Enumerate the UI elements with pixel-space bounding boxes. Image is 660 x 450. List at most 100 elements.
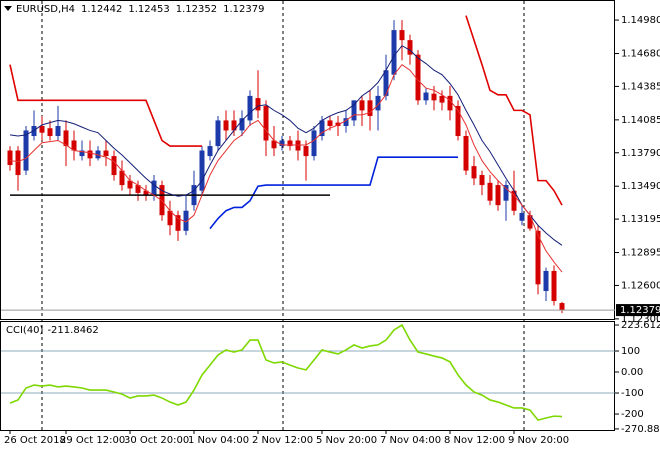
indicator-line (9, 15, 563, 206)
y-tick-label: 1.14085 (621, 115, 660, 126)
candle-body (279, 140, 285, 147)
candle-body (79, 150, 85, 157)
indicator-line (209, 156, 458, 230)
candle-body (143, 190, 149, 196)
x-tick-label: 8 Nov 12:00 (444, 435, 505, 446)
low-value: 1.12352 (176, 4, 217, 15)
candle-body (175, 215, 181, 231)
x-tick-label: 26 Oct 2018 (4, 435, 66, 446)
candle-body (239, 118, 245, 131)
main-panel-frame (0, 0, 615, 320)
candle-body (367, 100, 373, 116)
candle-body (111, 156, 117, 176)
y-tick-label: 1.13195 (621, 214, 660, 225)
candle-body (359, 100, 365, 111)
candle-body (127, 180, 133, 189)
candle-body (479, 175, 485, 186)
candle-body (487, 182, 493, 201)
x-tick-label: 5 Nov 20:00 (316, 435, 377, 446)
cci-line (9, 323, 563, 422)
candle-body (207, 146, 213, 157)
chart-header: EURUSD,H4 1.12442 1.12453 1.12352 1.12379 (16, 4, 264, 15)
candle-body (119, 170, 125, 186)
candle-body (463, 136, 469, 171)
candle-body (199, 150, 205, 191)
y-tick-label: 1.12300 (621, 314, 660, 325)
close-value: 1.12379 (223, 4, 264, 15)
candle-body (527, 215, 533, 229)
y-tick-label: 1.12895 (621, 248, 660, 259)
x-tick-label: 7 Nov 04:00 (380, 435, 441, 446)
candle-body (87, 150, 93, 159)
candle-body (135, 185, 141, 193)
candle-body (327, 120, 333, 126)
candles (7, 20, 565, 314)
cci-header: CCI(40) -211.8462 (6, 325, 99, 336)
y-tick-label: -100 (621, 388, 644, 399)
y-tick-label: 0.00 (621, 367, 643, 378)
candle-body (295, 140, 301, 151)
y-tick-label: 1.13790 (621, 148, 660, 159)
candle-body (231, 120, 237, 131)
candle-body (95, 150, 101, 159)
current-price-box (616, 304, 660, 317)
y-tick-label: -200 (621, 409, 644, 420)
candle-body (439, 95, 445, 103)
symbol: EURUSD,H4 (16, 4, 75, 15)
y-tick-label: 1.13490 (621, 181, 660, 192)
candle-body (551, 270, 557, 302)
cci-title: CCI(40) (6, 325, 44, 336)
high-value: 1.12453 (128, 4, 169, 15)
current-price-label: 1.12379 (620, 305, 660, 316)
candle-body (455, 105, 461, 137)
candle-body (495, 185, 501, 206)
x-tick-label: 30 Oct 20:00 (124, 435, 189, 446)
candle-body (55, 125, 61, 137)
open-value: 1.12442 (81, 4, 122, 15)
cci-panel-frame (0, 321, 615, 431)
candle-body (271, 140, 277, 149)
candle-body (167, 210, 173, 226)
candle-body (407, 40, 413, 55)
y-tick-label: 223.6122 (621, 320, 660, 331)
y-tick-label: 1.14680 (621, 49, 660, 60)
x-tick-label: 9 Nov 20:00 (508, 435, 569, 446)
candle-body (471, 166, 477, 179)
candle-body (351, 100, 357, 121)
candle-body (319, 120, 325, 137)
candle-body (399, 30, 405, 41)
candle-body (7, 150, 13, 166)
candle-body (375, 95, 381, 111)
candle-body (183, 210, 189, 231)
candle-body (287, 140, 293, 147)
candle-body (543, 270, 549, 292)
x-tick-label: 29 Oct 12:00 (60, 435, 125, 446)
candle-body (503, 185, 509, 201)
candle-body (23, 130, 29, 171)
candle-body (47, 128, 53, 137)
candle-body (39, 125, 45, 133)
y-tick-label: 1.14980 (621, 15, 660, 26)
candle-body (71, 140, 77, 151)
candle-body (311, 130, 317, 157)
candle-body (519, 212, 525, 221)
candle-body (223, 120, 229, 131)
candle-body (343, 118, 349, 126)
candle-body (383, 70, 389, 96)
candle-body (263, 105, 269, 141)
indicator-line (9, 63, 563, 273)
candle-body (247, 95, 253, 121)
candle-body (255, 98, 261, 111)
y-tick-label: 1.14385 (621, 81, 660, 92)
candle-body (559, 303, 565, 311)
candle-body (15, 150, 21, 176)
candle-body (511, 190, 517, 211)
indicator-line (9, 45, 563, 246)
candle-body (415, 54, 421, 101)
y-tick-label: 100 (621, 346, 640, 357)
x-tick-label: 1 Nov 04:00 (188, 435, 249, 446)
menu-icon[interactable] (4, 6, 12, 11)
x-tick-label: 2 Nov 12:00 (252, 435, 313, 446)
candle-body (151, 180, 157, 196)
